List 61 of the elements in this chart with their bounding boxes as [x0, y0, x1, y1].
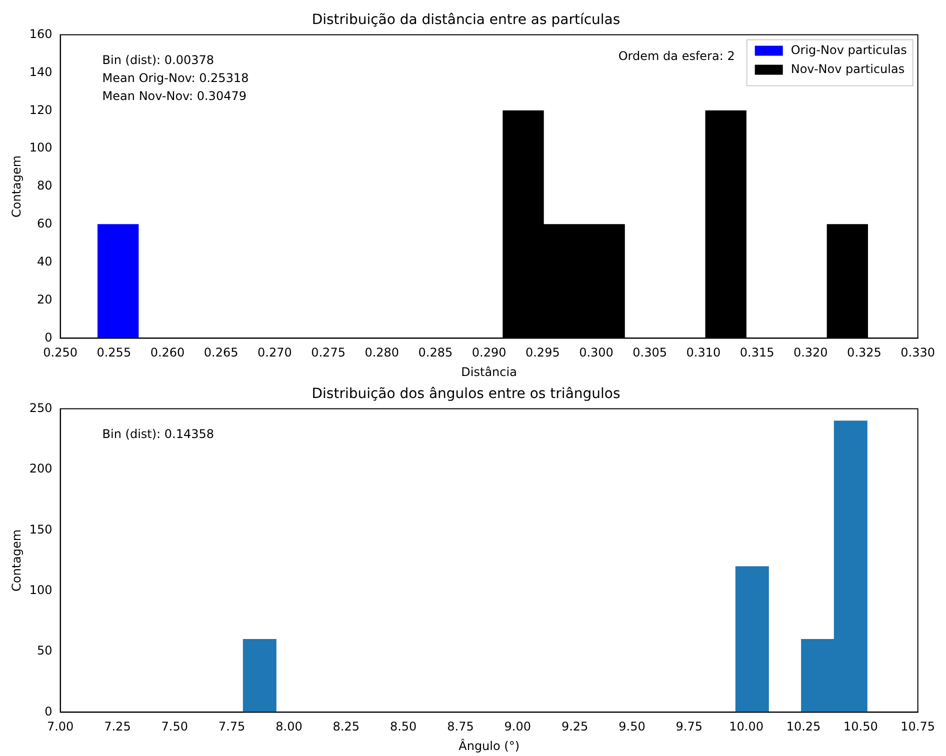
- x-tick-label: 7.50: [161, 720, 188, 734]
- x-tick-label: 0.290: [472, 346, 506, 360]
- x-tick-label: 0.260: [150, 346, 185, 360]
- x-tick-label: 0.315: [740, 346, 774, 360]
- annotation: Bin (dist): 0.00378: [102, 52, 214, 67]
- x-tick-label: 9.50: [618, 720, 646, 734]
- y-tick-label: 200: [29, 462, 52, 476]
- x-tick-label: 8.75: [447, 720, 474, 734]
- y-tick-label: 160: [29, 26, 52, 41]
- x-tick-label: 0.325: [847, 346, 882, 360]
- y-tick-label: 40: [37, 254, 52, 268]
- legend-label: Nov-Nov particulas: [790, 62, 905, 76]
- x-tick-label: 0.295: [525, 346, 560, 360]
- x-tick-label: 0.300: [579, 346, 614, 360]
- x-tick-label: 0.320: [793, 346, 828, 360]
- annotation: Ordem da esfera: 2: [618, 48, 735, 63]
- x-tick-label: 0.275: [311, 346, 346, 360]
- x-tick-label: 0.265: [204, 346, 238, 360]
- y-tick-label: 100: [29, 582, 52, 597]
- y-tick-label: 0: [44, 704, 52, 718]
- y-tick-label: 120: [29, 102, 52, 117]
- x-tick-label: 0.305: [632, 346, 668, 360]
- y-tick-label: 150: [29, 522, 52, 536]
- x-tick-label: 9.00: [504, 720, 532, 734]
- x-tick-label: 7.00: [46, 720, 74, 734]
- x-tick-label: 0.310: [686, 346, 721, 360]
- x-tick-label: 8.00: [276, 720, 302, 734]
- y-tick-label: 0: [44, 330, 52, 344]
- x-tick-label: 10.50: [843, 720, 878, 734]
- x-axis-title: Ângulo (°): [458, 738, 520, 753]
- x-tick-label: 8.25: [332, 720, 360, 734]
- x-tick-label: 10.25: [786, 720, 821, 734]
- x-tick-label: 9.25: [561, 720, 588, 734]
- x-tick-label: 0.250: [43, 346, 78, 360]
- x-tick-label: 0.330: [900, 346, 936, 360]
- x-tick-label: 8.50: [390, 720, 417, 734]
- annotation: Mean Nov-Nov: 0.30479: [102, 88, 246, 103]
- y-tick-label: 20: [37, 292, 52, 306]
- chart-title: Distribuição dos ângulos entre os triângulos: [312, 386, 620, 402]
- x-tick-label: 0.285: [418, 346, 453, 360]
- x-axis-title: Distância: [461, 364, 517, 379]
- y-tick-label: 250: [29, 400, 52, 415]
- legend-label: Orig-Nov particulas: [790, 42, 907, 57]
- x-tick-label: 10.00: [729, 720, 764, 734]
- x-tick-label: 0.280: [364, 346, 400, 360]
- annotation: Mean Orig-Nov: 0.25318: [102, 70, 249, 85]
- annotation: Bin (dist): 0.14358: [102, 426, 214, 441]
- y-tick-label: 50: [37, 644, 52, 658]
- y-tick-label: 140: [29, 64, 52, 79]
- x-tick-label: 10.75: [900, 720, 936, 734]
- y-axis-title: Contagem: [9, 155, 24, 218]
- y-tick-label: 100: [29, 140, 52, 155]
- x-tick-label: 0.270: [258, 346, 292, 360]
- y-axis-title: Contagem: [9, 529, 24, 592]
- y-tick-label: 80: [37, 178, 52, 193]
- x-tick-label: 9.75: [676, 720, 703, 734]
- x-tick-label: 7.75: [218, 720, 246, 734]
- x-tick-label: 0.255: [96, 346, 132, 360]
- x-tick-label: 7.25: [104, 720, 131, 734]
- y-tick-label: 60: [37, 216, 52, 231]
- chart-title: Distribuição da distância entre as partículas: [312, 12, 620, 28]
